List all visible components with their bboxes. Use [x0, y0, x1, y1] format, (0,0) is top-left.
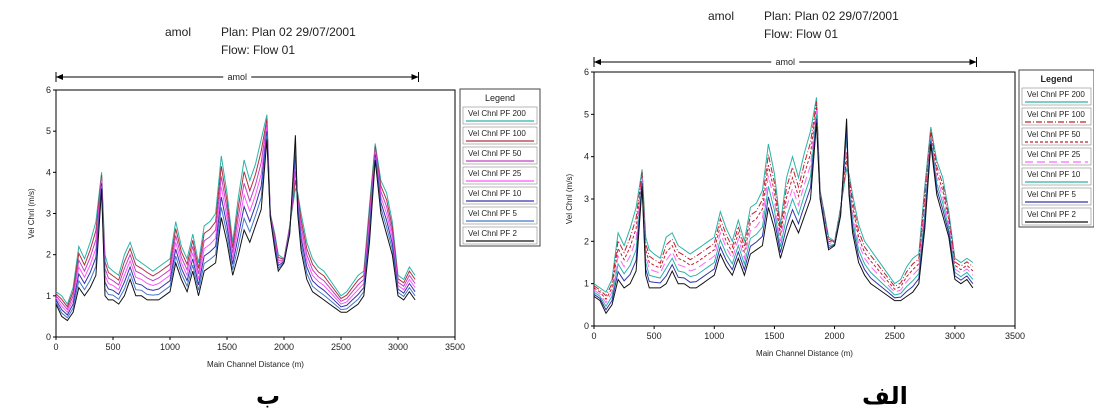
series-line — [593, 97, 974, 293]
y-tick-label: 6 — [584, 67, 589, 77]
legend-entry-frame — [1021, 207, 1092, 226]
y-tick-label: 1 — [46, 291, 51, 301]
reach-arrow-head-left — [594, 59, 601, 65]
chart-title-flow: Flow: Flow 01 — [221, 43, 295, 57]
x-axis-label: Main Channel Distance (m) — [207, 360, 304, 369]
y-axis-label: Vel Chnl (m/s) — [565, 174, 574, 225]
velocity-profile-chart: amol Plan: Plan 02 29/07/2001 Flow: Flow 0… — [565, 9, 1094, 358]
y-tick-label: 0 — [46, 332, 51, 342]
legend-entry-frame — [1021, 107, 1092, 126]
x-tick-label: 3000 — [945, 331, 965, 341]
legend-entry-label: Vel Chnl PF 2 — [1027, 210, 1076, 219]
legend-entry-frame — [462, 226, 538, 245]
reach-label: amol — [228, 72, 248, 82]
reach-arrow-head-left — [56, 74, 63, 80]
y-axis-label: Vel Chnl (m/s) — [27, 188, 36, 239]
series-line — [593, 114, 974, 308]
chart-title-project: amol — [708, 9, 734, 23]
legend-entry-label: Vel Chnl PF 50 — [468, 149, 522, 158]
x-tick-label: 1000 — [160, 342, 180, 352]
x-tick-label: 2500 — [331, 342, 351, 352]
series-line — [593, 118, 974, 315]
legend-entry-label: Vel Chnl PF 25 — [468, 169, 522, 178]
legend-entry-label: Vel Chnl PF 5 — [1027, 190, 1076, 199]
reach-label: amol — [775, 57, 795, 67]
legend-entry-label: Vel Chnl PF 2 — [468, 229, 517, 238]
x-tick-label: 3000 — [388, 342, 408, 352]
x-axis-label: Main Channel Distance (m) — [756, 349, 853, 358]
legend-entry-frame — [1021, 87, 1092, 106]
chart-panel-a: amol Plan: Plan 02 29/07/2001 Flow: Flow 0… — [548, 0, 1094, 380]
series-line — [55, 118, 416, 308]
y-tick-label: 6 — [46, 85, 51, 95]
chart-title-project: amol — [165, 25, 191, 39]
legend-entry-frame — [462, 126, 538, 145]
x-tick-label: 2000 — [825, 331, 845, 341]
legend-entry-frame — [1021, 147, 1092, 166]
legend-title: Legend — [1040, 74, 1072, 84]
legend-entry-frame — [462, 106, 538, 125]
chart-title-plan: Plan: Plan 02 29/07/2001 — [764, 9, 899, 23]
legend-entry-frame — [1021, 187, 1092, 206]
legend-entry-label: Vel Chnl PF 100 — [468, 129, 526, 138]
legend-entry-frame — [1021, 127, 1092, 146]
legend-entry-label: Vel Chnl PF 25 — [1027, 150, 1081, 159]
legend-entry-label: Vel Chnl PF 100 — [1027, 110, 1085, 119]
series-line — [55, 127, 416, 314]
x-tick-label: 0 — [53, 342, 58, 352]
x-tick-label: 3500 — [445, 342, 465, 352]
x-tick-label: 0 — [591, 331, 596, 341]
figure-caption: ب — [256, 382, 281, 410]
series-line — [55, 135, 416, 319]
series-line — [593, 101, 974, 297]
legend-entry-label: Vel Chnl PF 10 — [468, 189, 522, 198]
y-tick-label: 5 — [584, 109, 589, 119]
reach-label-bg — [223, 71, 252, 82]
legend-entry-label: Vel Chnl PF 5 — [468, 209, 517, 218]
chart-title-plan: Plan: Plan 02 29/07/2001 — [221, 25, 356, 39]
x-tick-label: 2500 — [885, 331, 905, 341]
plot-area — [55, 89, 456, 338]
x-tick-label: 500 — [105, 342, 120, 352]
legend-entry-frame — [462, 206, 538, 225]
legend-entry-frame — [462, 186, 538, 205]
legend-entry-frame — [1021, 167, 1092, 186]
reach-arrow-head-right — [411, 74, 419, 80]
y-tick-label: 4 — [584, 152, 589, 162]
chart-title-flow: Flow: Flow 01 — [764, 27, 838, 41]
series-line — [593, 110, 974, 304]
series-line — [55, 122, 416, 311]
reach-arrow-head-right — [969, 59, 977, 65]
velocity-profile-chart: amol Plan: Plan 02 29/07/2001 Flow: Flow 0… — [27, 25, 541, 369]
x-tick-label: 2000 — [274, 342, 294, 352]
reach-label-bg — [771, 56, 800, 67]
legend-entry-label: Vel Chnl PF 10 — [1027, 170, 1081, 179]
series-line — [55, 135, 416, 322]
series-line — [593, 105, 974, 301]
legend-entry-label: Vel Chnl PF 200 — [468, 109, 526, 118]
x-tick-label: 3500 — [1005, 331, 1025, 341]
y-tick-label: 5 — [46, 126, 51, 136]
series-line — [593, 118, 974, 311]
series-line — [55, 114, 416, 306]
legend-entry-label: Vel Chnl PF 200 — [1027, 90, 1085, 99]
series-line — [55, 131, 416, 316]
legend-entry-label: Vel Chnl PF 50 — [1027, 130, 1081, 139]
y-tick-label: 2 — [46, 250, 51, 260]
legend-entry-frame — [462, 146, 538, 165]
y-tick-label: 1 — [584, 279, 589, 289]
y-tick-label: 3 — [584, 194, 589, 204]
y-tick-label: 0 — [584, 321, 589, 331]
figure-caption: الف — [862, 382, 908, 410]
x-tick-label: 500 — [647, 331, 662, 341]
y-tick-label: 4 — [46, 167, 51, 177]
x-tick-label: 1000 — [704, 331, 724, 341]
legend-entry-frame — [462, 166, 538, 185]
y-tick-label: 2 — [584, 236, 589, 246]
x-tick-label: 1500 — [217, 342, 237, 352]
y-tick-label: 3 — [46, 209, 51, 219]
x-tick-label: 1500 — [764, 331, 784, 341]
chart-panel-b: amol Plan: Plan 02 29/07/2001 Flow: Flow 0… — [0, 0, 548, 380]
legend-title: Legend — [485, 93, 515, 103]
